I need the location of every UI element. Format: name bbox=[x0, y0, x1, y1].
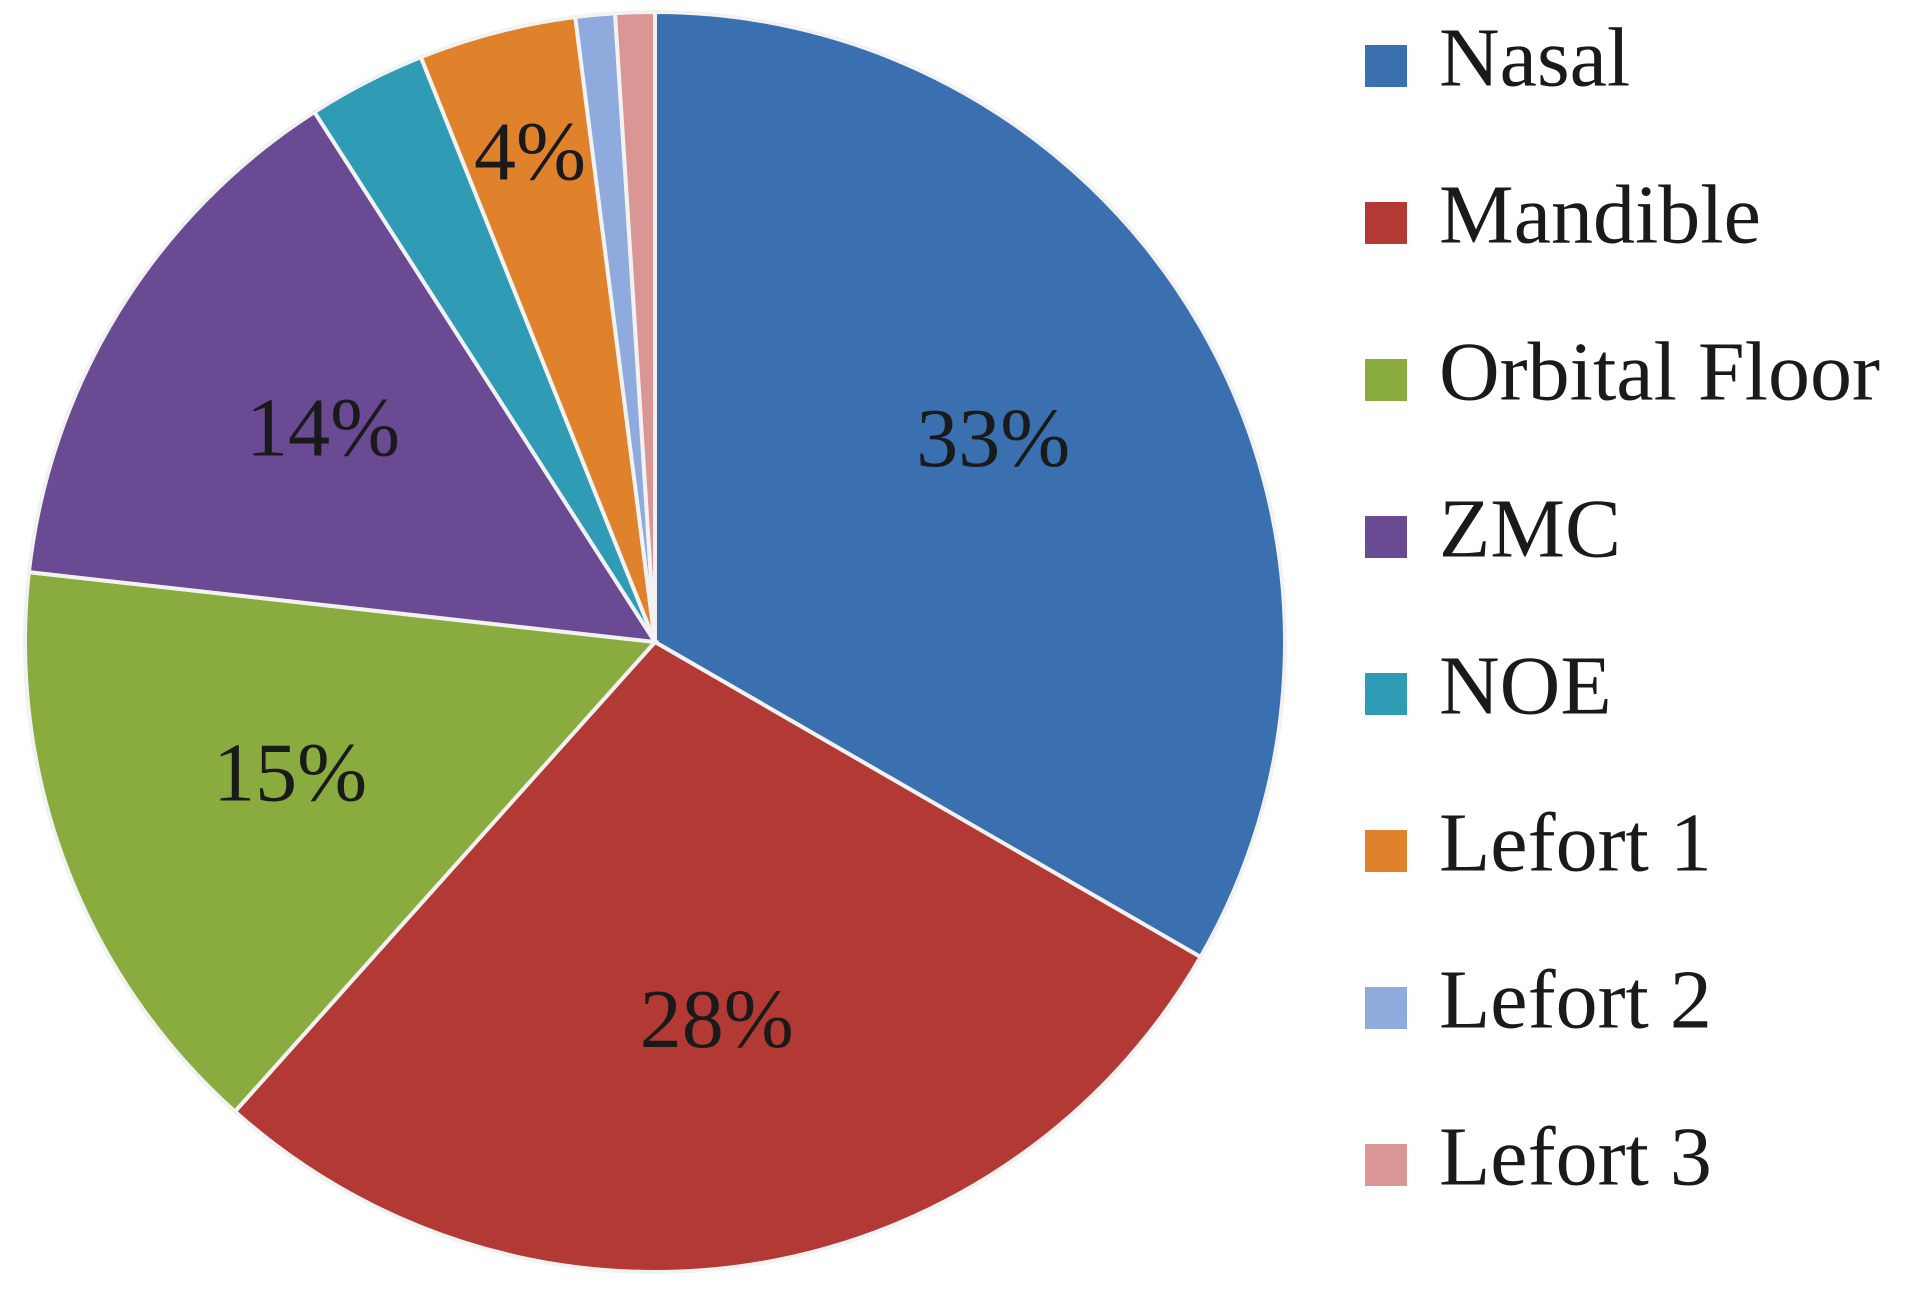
data-label-zmc: 14% bbox=[246, 381, 400, 474]
data-label-mandible: 28% bbox=[640, 973, 794, 1066]
legend-swatch-mandible bbox=[1365, 202, 1407, 244]
pie-data-labels: 33% 28% 15% 14% 4% bbox=[213, 106, 1070, 1066]
legend-label-noe: NOE bbox=[1439, 639, 1612, 732]
pie-slice-zmc bbox=[26, 109, 659, 645]
legend-label-lefort-2: Lefort 2 bbox=[1439, 953, 1712, 1046]
pie-slice-orbital-floor bbox=[23, 569, 660, 1115]
pie-slice-nasal bbox=[653, 9, 1288, 960]
pie-slices bbox=[23, 9, 1288, 1274]
data-label-nasal: 33% bbox=[916, 392, 1070, 485]
data-label-orbital-floor: 15% bbox=[213, 727, 367, 820]
pie-slice-mandible bbox=[232, 639, 1204, 1274]
legend: Nasal Mandible Orbital Floor ZMC NOE Lefort 1… bbox=[1365, 11, 1880, 1203]
pie-slice-lefort-3 bbox=[612, 9, 657, 643]
legend-label-mandible: Mandible bbox=[1439, 168, 1761, 261]
legend-swatch-nasal bbox=[1365, 45, 1407, 87]
legend-swatch-noe bbox=[1365, 673, 1407, 715]
legend-swatch-orbital-floor bbox=[1365, 359, 1407, 401]
legend-swatch-lefort-3 bbox=[1365, 1144, 1407, 1186]
data-label-lefort-1: 4% bbox=[474, 106, 586, 199]
legend-swatch-lefort-2 bbox=[1365, 987, 1407, 1029]
legend-label-zmc: ZMC bbox=[1439, 482, 1621, 575]
legend-label-lefort-3: Lefort 3 bbox=[1439, 1110, 1712, 1203]
legend-label-nasal: Nasal bbox=[1439, 11, 1630, 104]
legend-swatch-zmc bbox=[1365, 516, 1407, 558]
legend-label-orbital-floor: Orbital Floor bbox=[1439, 325, 1880, 418]
legend-swatch-lefort-1 bbox=[1365, 830, 1407, 872]
legend-label-lefort-1: Lefort 1 bbox=[1439, 796, 1712, 889]
